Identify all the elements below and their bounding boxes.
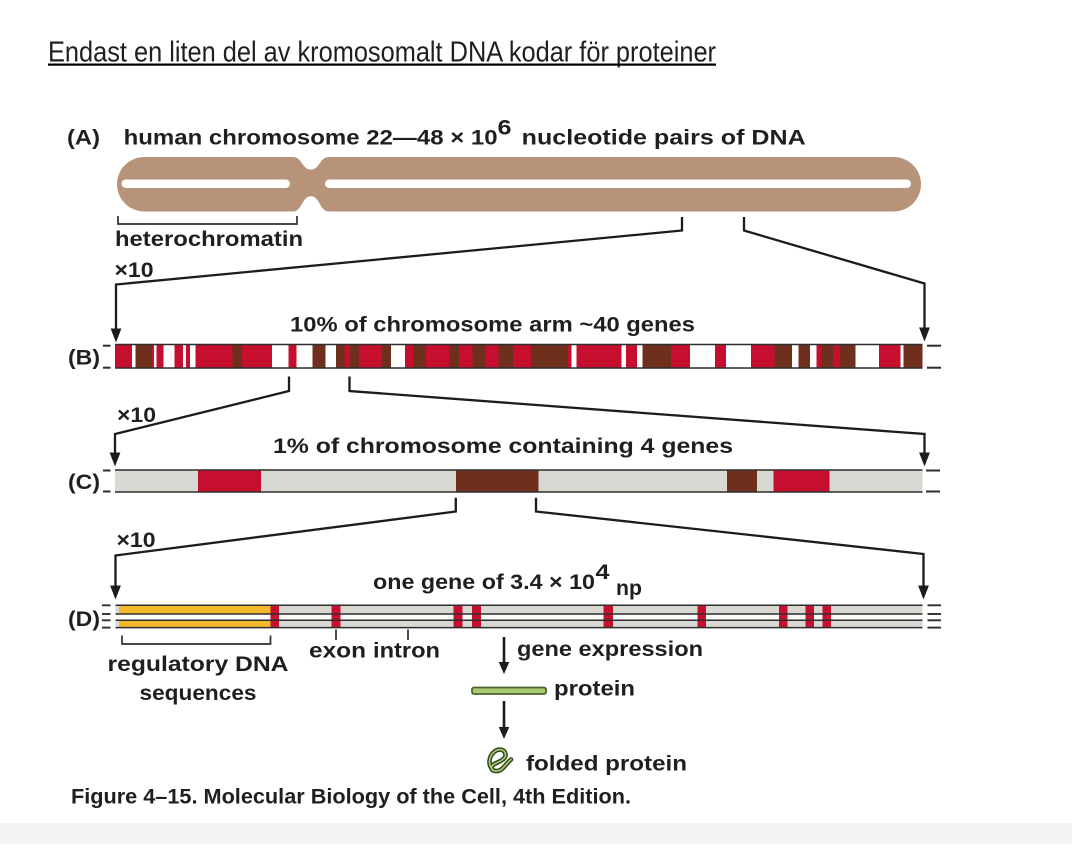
svg-text:sequences: sequences xyxy=(140,681,257,705)
svg-text:(C): (C) xyxy=(68,470,100,494)
svg-text:(B): (B) xyxy=(68,346,100,370)
svg-text:10% of chromosome arm ~40 gene: 10% of chromosome arm ~40 genes xyxy=(290,313,695,337)
svg-text:gene expression: gene expression xyxy=(517,637,703,661)
svg-text:(D): (D) xyxy=(68,607,100,631)
svg-text:protein: protein xyxy=(554,677,635,701)
svg-text:intron: intron xyxy=(373,639,440,663)
svg-text:×10: ×10 xyxy=(117,403,156,427)
svg-text:×10: ×10 xyxy=(115,258,154,282)
svg-text:exon: exon xyxy=(309,639,366,663)
svg-text:np: np xyxy=(616,576,642,600)
svg-text:human chromosome 22—48 × 10: human chromosome 22—48 × 10 xyxy=(124,126,498,150)
svg-text:(A): (A) xyxy=(67,126,100,150)
svg-text:one gene of 3.4 × 10: one gene of 3.4 × 10 xyxy=(373,570,595,594)
svg-text:Endast en liten del av kromoso: Endast en liten del av kromosomalt DNA k… xyxy=(48,37,716,69)
svg-text:folded protein: folded protein xyxy=(526,752,687,776)
svg-text:4: 4 xyxy=(596,560,610,584)
svg-text:×10: ×10 xyxy=(117,528,156,552)
svg-text:heterochromatin: heterochromatin xyxy=(115,227,303,251)
svg-text:regulatory DNA: regulatory DNA xyxy=(108,652,289,676)
svg-text:1% of chromosome containing 4: 1% of chromosome containing 4 genes xyxy=(273,434,733,458)
svg-text:nucleotide pairs of DNA: nucleotide pairs of DNA xyxy=(522,126,806,150)
svg-text:Figure 4–15. Molecular Biology: Figure 4–15. Molecular Biology of the Ce… xyxy=(71,785,631,809)
svg-text:6: 6 xyxy=(498,116,512,140)
